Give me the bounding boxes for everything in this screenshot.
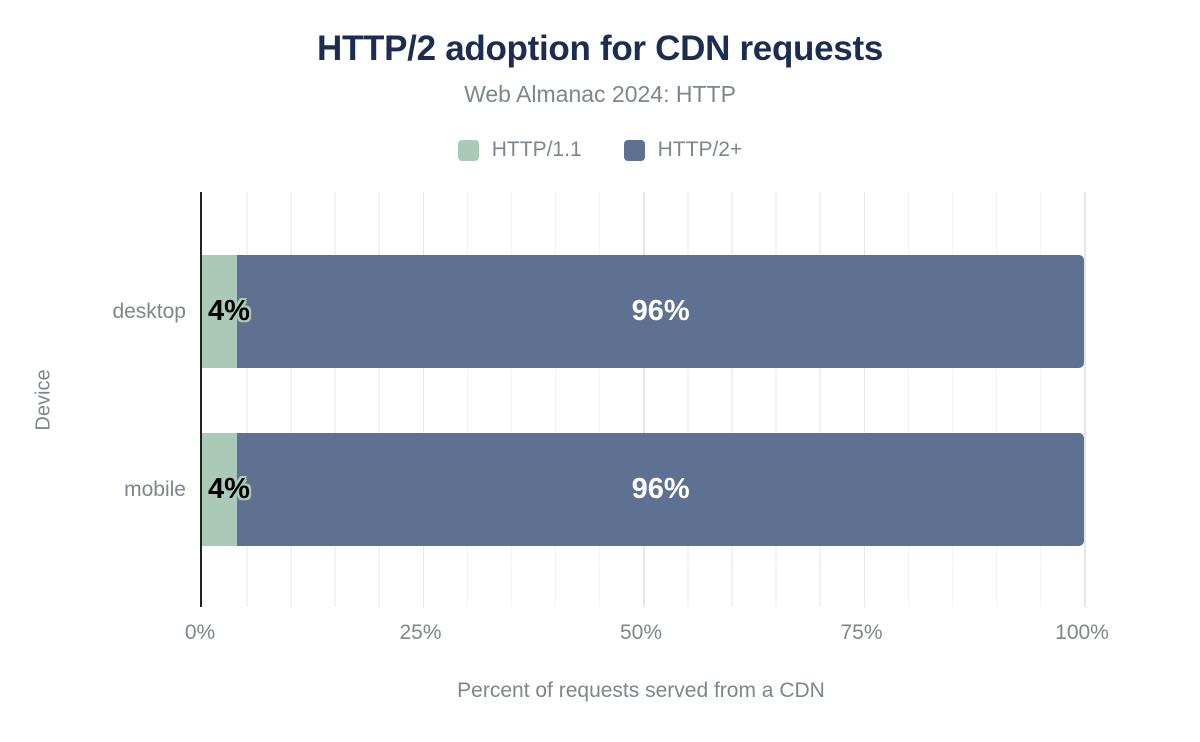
gridline xyxy=(334,192,336,607)
legend-label: HTTP/1.1 xyxy=(491,138,582,161)
bar-value-label: 96% xyxy=(631,473,690,505)
gridline xyxy=(1039,192,1042,607)
bar-value-label: 4% xyxy=(208,295,250,327)
x-tick-label: 50% xyxy=(619,621,663,644)
legend-swatch-icon xyxy=(623,139,645,161)
plot-area: 4% 96% 4% 96% xyxy=(200,192,1086,607)
gridline xyxy=(643,192,645,607)
y-axis-title: Device xyxy=(32,369,55,431)
bar-row-desktop: 4% 96% xyxy=(202,255,1084,368)
gridline xyxy=(554,192,557,607)
x-tick-label: 75% xyxy=(840,621,883,644)
legend-swatch-icon xyxy=(457,139,479,161)
legend-item-http-1-1: HTTP/1.1 xyxy=(457,138,582,162)
gridline xyxy=(1084,192,1086,607)
bar-row-mobile: 4% 96% xyxy=(202,433,1084,546)
bar-value-label: 4% xyxy=(208,473,250,505)
gridline xyxy=(995,192,998,607)
bar-value-label: 96% xyxy=(631,295,690,327)
y-tick-label-mobile: mobile xyxy=(124,477,186,501)
x-tick-label: 0% xyxy=(184,621,216,644)
bar-segment-desktop-http-1-1 xyxy=(202,255,238,368)
x-tick-label: 100% xyxy=(1055,621,1109,644)
legend: HTTP/1.1 HTTP/2+ xyxy=(0,138,1200,162)
gridline xyxy=(466,192,469,607)
legend-label: HTTP/2+ xyxy=(657,138,743,161)
gridline xyxy=(775,192,777,607)
gridline xyxy=(422,192,424,607)
gridline xyxy=(731,192,733,607)
gridline xyxy=(863,192,865,607)
x-tick-label: 25% xyxy=(399,621,442,644)
gridline xyxy=(951,192,954,607)
bar-segment-mobile-http-1-1 xyxy=(202,433,238,546)
gridline xyxy=(378,192,380,607)
gridline xyxy=(290,192,292,607)
bar-segment-desktop-http-2- xyxy=(237,255,1084,368)
legend-item-http-2-: HTTP/2+ xyxy=(623,138,743,162)
gridline xyxy=(819,192,821,607)
bar-segment-mobile-http-2- xyxy=(237,433,1084,546)
gridline xyxy=(687,192,689,607)
gridline xyxy=(246,192,248,607)
gridline xyxy=(907,192,910,607)
chart-subtitle: Web Almanac 2024: HTTP xyxy=(464,81,736,107)
x-axis-title: Percent of requests served from a CDN xyxy=(457,679,825,702)
chart-title: HTTP/2 adoption for CDN requests xyxy=(317,29,883,68)
gridline xyxy=(598,192,601,607)
y-tick-label-desktop: desktop xyxy=(112,299,186,323)
gridline xyxy=(510,192,513,607)
